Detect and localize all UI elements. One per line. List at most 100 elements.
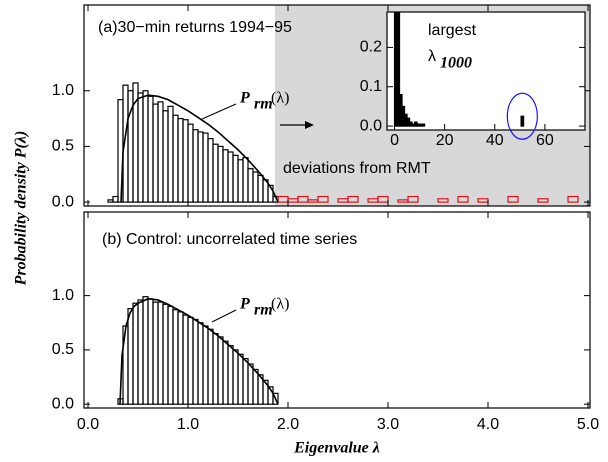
curve-label: (λ) [271,296,289,313]
histogram-bar [537,198,549,203]
histogram-bar [437,198,449,203]
curve-label: rm [254,302,273,319]
y-tick-label: 0.0 [360,117,382,134]
inset-symbol: λ [428,48,436,65]
y-tick-label: 0.5 [52,341,74,358]
histogram-bar [267,184,274,203]
curve-label: P [239,90,250,107]
x-tick-label: 3.0 [377,416,399,433]
histogram-bar [152,103,159,203]
histogram-bar [177,117,184,203]
histogram-bar [507,195,519,203]
histogram-bar [272,392,279,405]
histogram-bar [347,195,359,203]
y-tick-label: 1.0 [52,287,74,304]
x-tick-label: 4.0 [477,416,499,433]
y-tick-label: 0.2 [360,39,382,56]
histogram-bar [127,308,134,405]
histogram-bar [232,154,239,203]
x-tick-label: 60 [536,132,554,149]
histogram-bar [172,114,179,203]
histogram-bar [252,368,259,405]
histogram-bar [197,131,204,203]
histogram-bar [172,309,179,405]
histogram-bar [142,90,149,203]
rmt-curve [119,298,279,405]
histogram-bar [247,363,254,405]
histogram-bar [107,199,114,203]
histogram-bar [520,115,525,127]
y-tick-label: 1.0 [52,82,74,99]
plot-area [117,296,279,405]
histogram-bar [137,92,144,203]
histogram-bar [157,101,164,203]
histogram-bar [247,168,254,203]
arrow-head [305,121,314,129]
histogram-bar [237,353,244,405]
histogram-bar [142,296,149,405]
histogram-bar [232,349,239,405]
histogram-bar [137,299,144,405]
pointer-line [201,103,237,120]
histogram-bar [257,174,264,203]
histogram-bar [227,151,234,203]
histogram-bar [407,195,419,203]
histogram-bar [162,110,169,203]
y-tick-label: 0.1 [360,78,382,95]
histogram-bar [207,138,214,203]
x-tick-label: 2.0 [277,416,299,433]
histogram-bar [167,305,174,405]
histogram-bar [207,328,214,405]
histogram-bar [202,132,209,203]
x-tick-label: 40 [486,132,504,149]
x-tick-label: 0.0 [77,416,99,433]
x-axis-label: Eigenvalue λ [293,440,380,457]
histogram-bar [132,302,139,405]
histogram-bar [182,314,189,405]
panel-label: (b) Control: uncorrelated time series [102,231,357,248]
x-tick-label: 1.0 [177,416,199,433]
histogram-bar [187,316,194,405]
y-tick-label: 0.5 [52,138,74,155]
rmt-curve [120,94,279,203]
curve-label: (λ) [271,90,289,107]
histogram-bar [212,143,219,203]
x-tick-label: 20 [436,132,454,149]
inset-background [387,12,585,130]
histogram-bar [396,12,401,127]
histogram-bar [227,344,234,405]
histogram-bar [222,340,229,405]
histogram-bar [237,159,244,203]
histogram-bar [317,195,329,203]
histogram-bar [252,171,259,203]
curve-label: P [239,296,250,313]
plot-frame [83,211,591,409]
histogram-bar [192,318,199,405]
histogram-bar [147,95,154,203]
histogram-bar [202,325,209,405]
histogram-bar [162,303,169,405]
histogram-bar [242,357,249,405]
y-tick-label: 0.0 [52,193,74,210]
histogram-bar [217,336,224,405]
histogram-bar [192,129,199,203]
histogram-bar [222,149,229,203]
curve-label: rm [254,96,273,113]
histogram-bar [167,105,174,203]
histogram-bar [157,301,164,405]
plot-frame [83,4,591,207]
histogram-bar [377,195,389,203]
histogram-bar [567,195,579,203]
histogram-bar [112,195,119,203]
inset-title: largest [428,22,477,39]
panel-label: (a)30−min returns 1994−95 [98,19,292,36]
y-axis-label: Probability density P(λ) [13,131,30,287]
y-tick-label: 0.0 [52,395,74,412]
histogram-bar [152,301,159,405]
inset-subscript: 1000 [440,55,472,72]
histogram-bar [242,156,249,203]
histogram-bar [421,123,426,127]
plot-area [393,12,525,127]
histogram-bar [177,311,184,405]
